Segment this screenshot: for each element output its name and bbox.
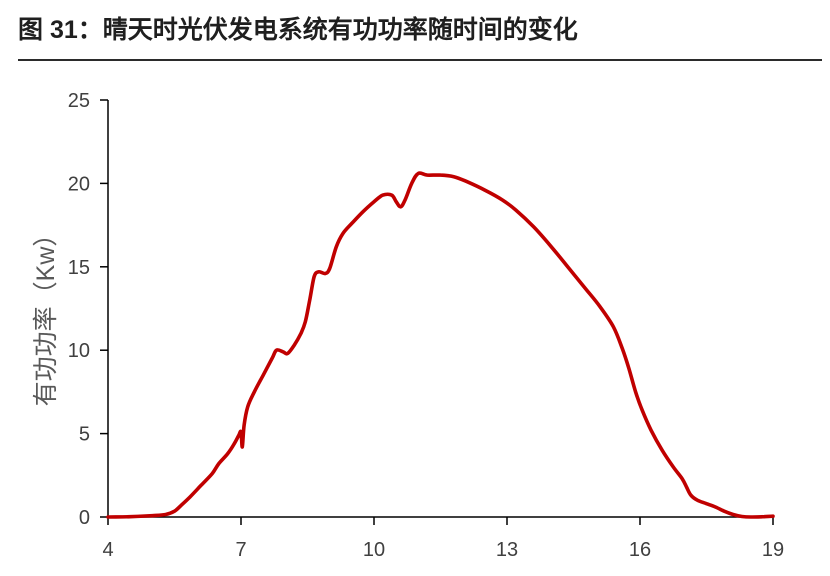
- y-tick-label-15: 15: [68, 257, 90, 279]
- y-axis-title: 有功功率（Kw）: [32, 222, 60, 407]
- x-tick-label-10: 10: [363, 539, 385, 561]
- title-rule: [18, 59, 822, 61]
- x-tick-label-7: 7: [235, 539, 246, 561]
- x-axis: 4 7 10 13 16 19: [102, 516, 784, 561]
- figure-title: 图 31：晴天时光伏发电系统有功功率随时间的变化: [18, 16, 578, 44]
- x-tick-label-16: 16: [629, 539, 651, 561]
- x-tick-label-4: 4: [102, 539, 113, 561]
- x-tick-label-13: 13: [496, 539, 518, 561]
- x-tick-label-19: 19: [762, 539, 784, 561]
- y-tick-label-20: 20: [68, 173, 90, 195]
- y-tick-label-0: 0: [79, 507, 90, 529]
- series-line: [106, 171, 775, 519]
- y-tick-label-25: 25: [68, 90, 90, 112]
- y-tick-label-10: 10: [68, 340, 90, 362]
- y-tick-label-5: 5: [79, 424, 90, 446]
- y-axis: 0 5 10 15 20 25: [68, 90, 109, 529]
